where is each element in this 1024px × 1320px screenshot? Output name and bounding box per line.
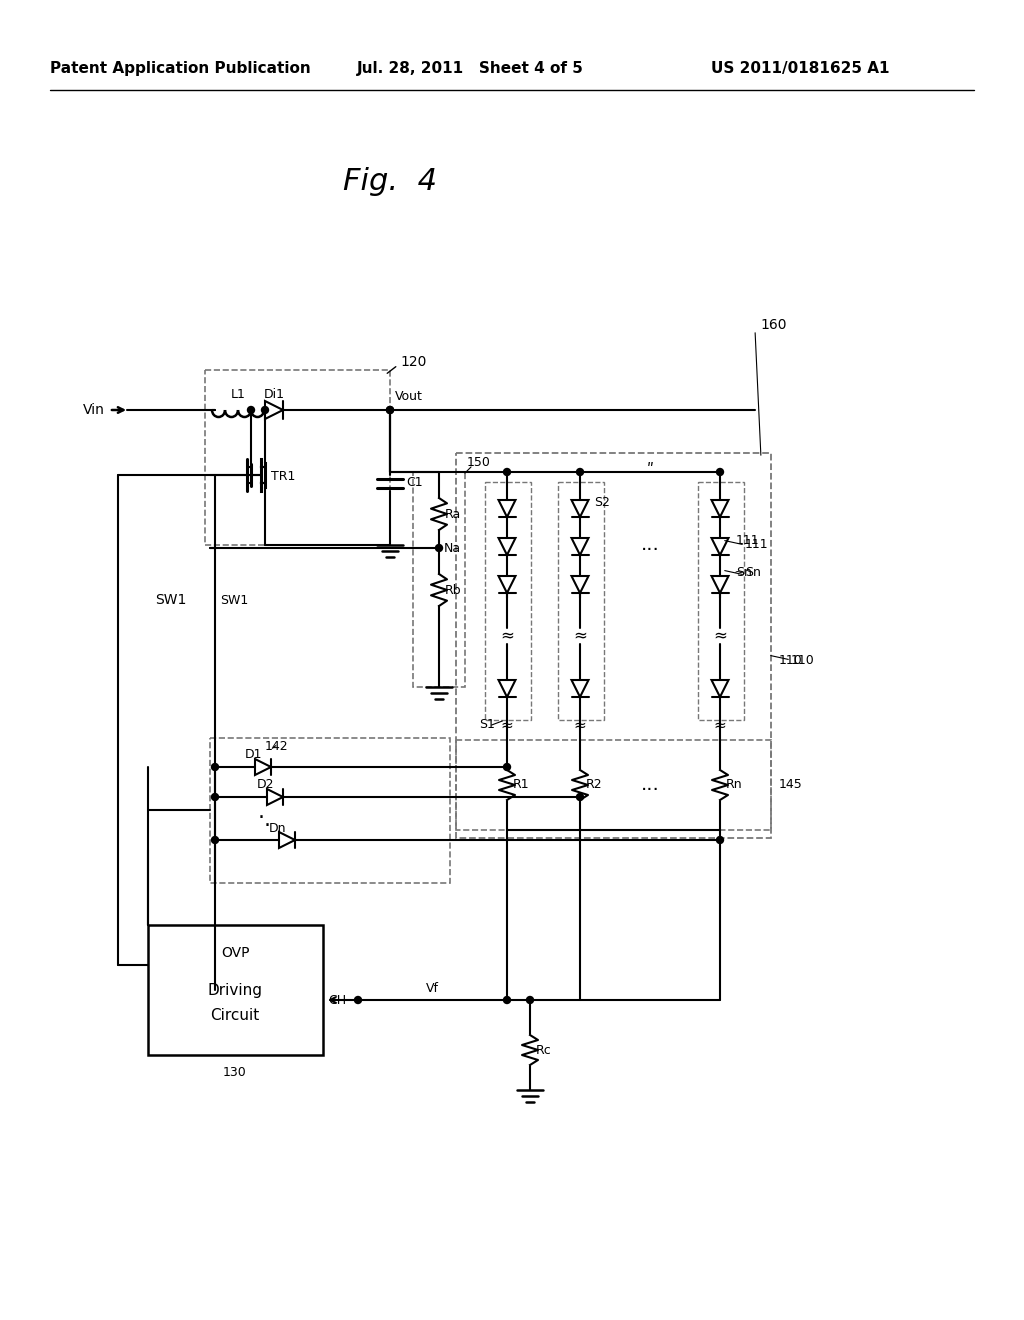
Bar [210,738,450,883]
Bar [413,473,465,686]
Text: L1: L1 [230,388,246,400]
Text: ≈: ≈ [713,626,727,644]
Text: 120: 120 [400,355,426,370]
Text: D1: D1 [245,748,262,762]
Text: ~: ~ [734,565,744,578]
Text: C1: C1 [406,477,423,490]
Text: 150: 150 [467,455,490,469]
Circle shape [717,469,724,475]
Circle shape [577,469,584,475]
Text: 110: 110 [791,653,815,667]
Text: ≈: ≈ [714,718,726,733]
Text: 130: 130 [223,1067,247,1080]
Text: Sn: Sn [736,565,752,578]
Text: Patent Application Publication: Patent Application Publication [49,61,310,75]
Text: 160: 160 [760,318,786,333]
Text: Na: Na [444,541,461,554]
Text: SW1: SW1 [220,594,248,606]
Text: ·: · [263,816,270,836]
Bar [205,370,390,545]
Text: Vin: Vin [83,403,105,417]
Circle shape [717,837,724,843]
Circle shape [212,837,218,843]
Text: ·: · [257,808,264,828]
Circle shape [504,763,511,771]
Text: ≈: ≈ [573,626,587,644]
Text: CH: CH [328,994,346,1006]
Text: 111: 111 [736,533,760,546]
Circle shape [386,407,393,413]
Bar [558,482,604,719]
Text: D2: D2 [256,779,273,792]
Text: Circuit: Circuit [210,1007,260,1023]
Circle shape [212,763,218,771]
Text: 110: 110 [779,653,803,667]
Bar [698,482,744,719]
Text: Rb: Rb [445,583,462,597]
Text: ≈: ≈ [573,718,587,733]
Bar [485,482,531,719]
Text: Sn: Sn [745,566,761,579]
Text: Dn: Dn [268,821,286,834]
Text: Vf: Vf [426,982,438,994]
Text: SW1: SW1 [155,593,186,607]
Text: R2: R2 [586,779,603,792]
Circle shape [386,407,393,413]
Circle shape [504,469,511,475]
Circle shape [248,407,255,413]
Text: S2: S2 [594,496,610,510]
Text: Vout: Vout [395,389,423,403]
Circle shape [435,544,442,552]
Text: Di1: Di1 [263,388,285,400]
Text: Driving: Driving [208,982,262,998]
Text: 142: 142 [265,739,289,752]
Circle shape [354,997,361,1003]
Circle shape [261,407,268,413]
Circle shape [212,793,218,800]
Text: TR1: TR1 [271,470,295,483]
Text: Rc: Rc [536,1044,552,1056]
Text: ...: ... [641,776,659,795]
Text: ≈: ≈ [500,626,514,644]
Text: ...: ... [641,536,659,554]
Bar [456,453,771,838]
Text: Rn: Rn [726,779,742,792]
Circle shape [504,997,511,1003]
Text: S1: S1 [479,718,495,731]
Text: 145: 145 [779,779,803,792]
Text: US 2011/0181625 A1: US 2011/0181625 A1 [711,61,889,75]
Text: 111: 111 [745,539,769,552]
Bar [456,741,771,830]
Text: Ra: Ra [445,507,461,520]
Text: R1: R1 [513,779,529,792]
Circle shape [526,997,534,1003]
Text: OVP: OVP [221,946,249,960]
Text: ≈: ≈ [501,718,513,733]
Bar [148,925,323,1055]
Circle shape [577,793,584,800]
Text: Jul. 28, 2011   Sheet 4 of 5: Jul. 28, 2011 Sheet 4 of 5 [356,61,584,75]
Text: Fig.  4: Fig. 4 [343,168,437,197]
Text: ʺ: ʺ [646,462,653,478]
